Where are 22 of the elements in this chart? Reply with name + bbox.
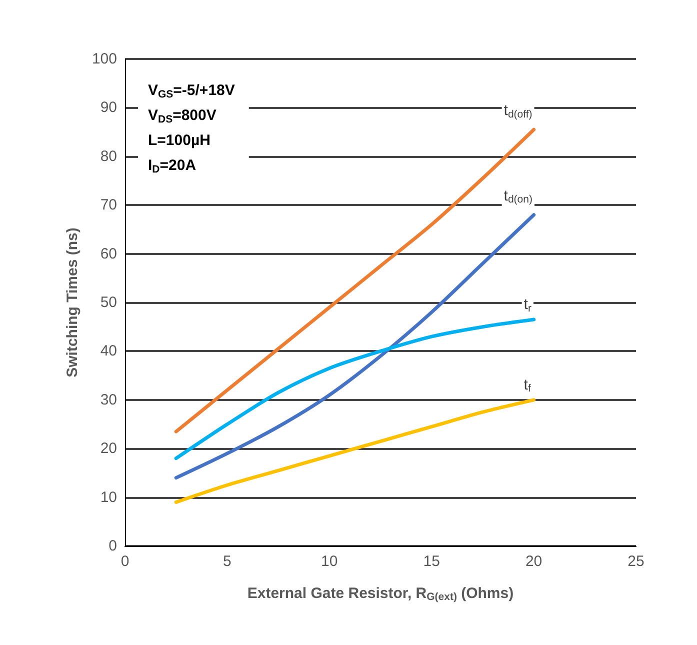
line-series bbox=[174, 213, 536, 480]
y-tick-label: 0 bbox=[108, 538, 117, 554]
y-tick-label: 100 bbox=[92, 50, 117, 68]
y-tick-label: 40 bbox=[100, 342, 117, 360]
y-tick-label: 90 bbox=[100, 99, 117, 116]
line-series bbox=[174, 398, 536, 504]
y-tick-label: 80 bbox=[100, 148, 117, 165]
y-tick-label: 60 bbox=[100, 245, 117, 262]
y-tick-label: 30 bbox=[100, 391, 117, 408]
y-tick-label: 70 bbox=[100, 196, 117, 214]
x-tick-label: 5 bbox=[223, 553, 232, 570]
y-tick-label: 50 bbox=[100, 294, 117, 311]
line-series bbox=[174, 318, 536, 460]
x-tick-label: 10 bbox=[321, 553, 338, 570]
x-tick-label: 25 bbox=[628, 553, 644, 570]
y-tick-label: 20 bbox=[100, 440, 117, 458]
x-tick-label: 0 bbox=[120, 553, 130, 570]
x-tick-label: 20 bbox=[525, 553, 542, 570]
x-tick-label: 15 bbox=[423, 553, 440, 570]
annotation: L=100µH bbox=[148, 132, 210, 149]
y-axis-title: Switching Times (ns) bbox=[64, 228, 81, 378]
y-tick-label: 10 bbox=[100, 488, 117, 506]
